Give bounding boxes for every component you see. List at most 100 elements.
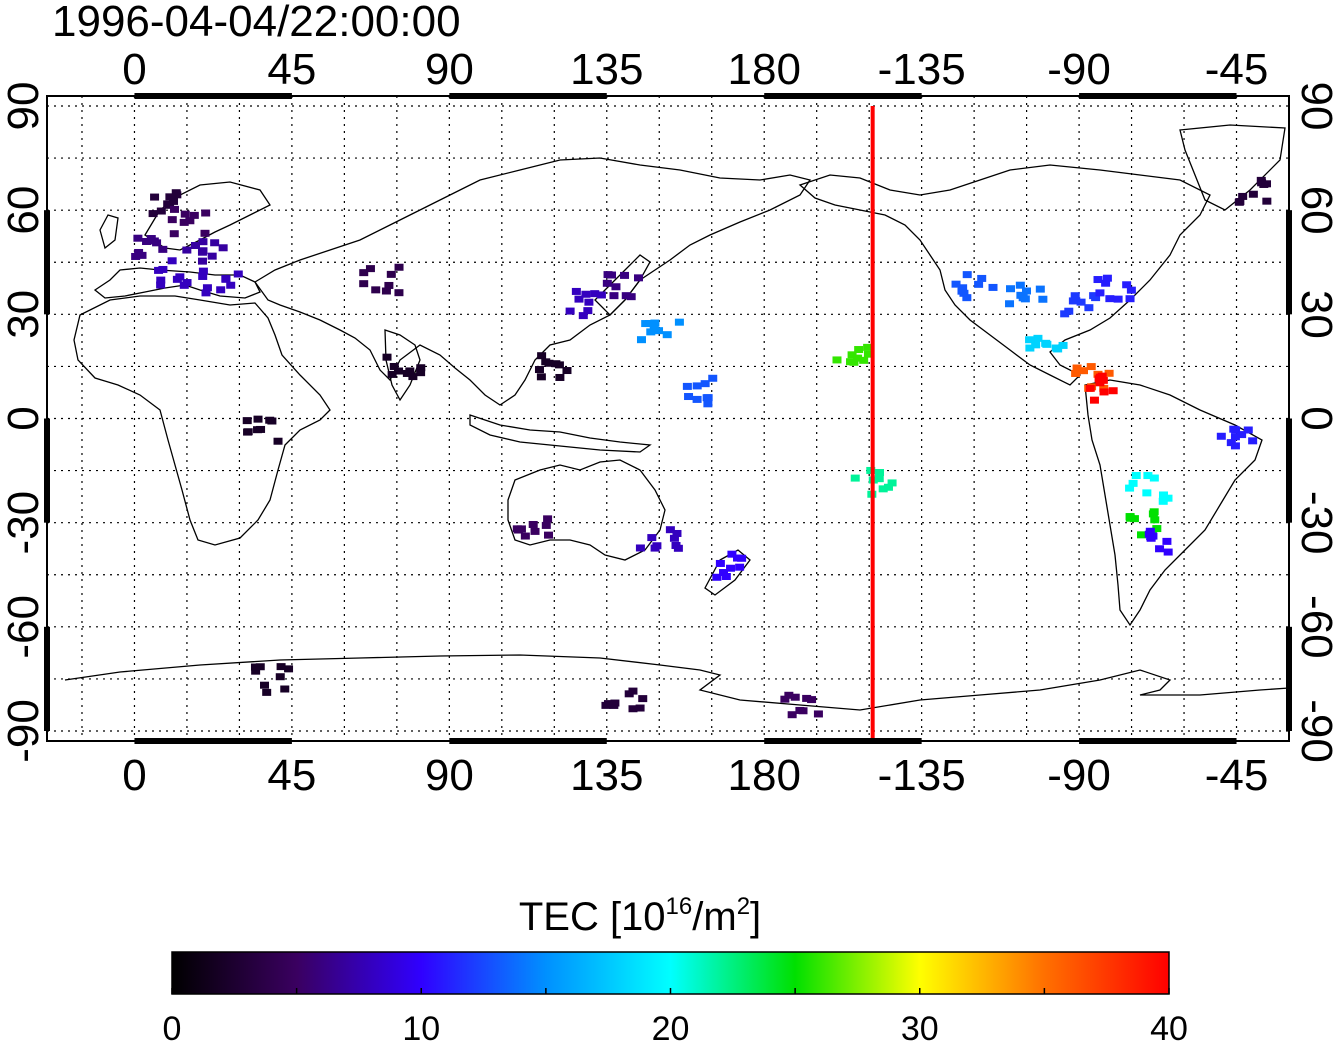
lat-label-right: 30	[1292, 290, 1340, 339]
colorbar	[171, 951, 1170, 995]
tec-observation-mark	[233, 270, 243, 278]
tec-observation-mark	[201, 209, 211, 217]
lon-label-top: 180	[728, 45, 801, 94]
tec-observation-mark	[703, 394, 713, 402]
coastline-europe	[93, 267, 261, 299]
lat-label-right: 90	[1292, 82, 1340, 131]
tec-observation-mark	[371, 286, 381, 294]
tec-observation-mark	[798, 707, 808, 715]
tec-observation-mark	[1102, 274, 1112, 282]
tec-observation-mark	[182, 279, 192, 287]
tec-observation-mark	[849, 358, 859, 366]
colorbar-title-unit: /m	[692, 895, 736, 939]
lat-label-right: -30	[1292, 491, 1340, 555]
tec-observation-mark	[182, 246, 192, 254]
tec-observation-mark	[726, 564, 736, 572]
tec-observation-mark	[1108, 387, 1118, 395]
tec-observation-mark	[636, 336, 646, 344]
tec-observation-mark	[513, 526, 523, 534]
tec-observation-mark	[1162, 537, 1172, 545]
tec-observation-mark	[565, 307, 575, 315]
frame-bar-top	[764, 93, 922, 99]
tec-observation-mark	[654, 327, 664, 335]
tec-observation-mark	[1155, 545, 1165, 553]
coastline-britain	[99, 214, 119, 250]
tec-observation-mark	[684, 393, 694, 401]
lat-lon-grid	[47, 96, 1289, 741]
tec-observation-mark	[671, 541, 681, 549]
colorbar-labels: 0 10 20 30 40	[163, 1010, 1188, 1042]
tec-observation-mark	[172, 275, 182, 283]
colorbar-label: 10	[402, 1010, 440, 1042]
tec-observation-mark	[1093, 276, 1103, 284]
tec-observation-mark	[1125, 484, 1135, 492]
tec-observation-mark	[169, 197, 179, 205]
tec-observation-mark	[859, 356, 869, 364]
tec-observation-mark	[1131, 472, 1141, 480]
tec-observation-mark	[610, 699, 620, 707]
tec-observation-mark	[1076, 298, 1086, 306]
tec-observation-mark	[1163, 548, 1173, 556]
tec-observation-mark	[1262, 197, 1272, 205]
tec-observation-mark	[1113, 295, 1123, 303]
tec-observation-mark	[847, 351, 857, 359]
tec-observation-mark	[210, 239, 220, 247]
tec-observation-mark	[150, 193, 160, 201]
colorbar-title: TEC [1016/m2]	[519, 893, 761, 939]
tec-observation-mark	[596, 291, 606, 299]
tec-observation-mark	[218, 244, 228, 252]
tec-observation-mark	[1025, 344, 1035, 352]
tec-observation-mark	[185, 217, 195, 225]
tec-observation-mark	[669, 534, 679, 542]
tec-observation-mark	[1053, 345, 1063, 353]
map-frame-ticks	[44, 93, 1292, 744]
tec-observation-mark	[635, 544, 645, 552]
tec-observation-mark	[198, 267, 208, 275]
coastlines	[64, 124, 1290, 711]
tec-observation-mark	[198, 238, 208, 246]
tec-observation-mark	[584, 298, 594, 306]
lon-label-bottom: 180	[728, 751, 801, 800]
tec-observation-mark	[647, 534, 657, 542]
frame-bar-top	[1079, 93, 1237, 99]
tec-observation-mark	[1020, 295, 1030, 303]
tec-observation-mark	[543, 515, 553, 523]
tec-observations	[131, 176, 1272, 719]
lon-label-top: 45	[267, 45, 316, 94]
frame-bar-bottom	[1079, 738, 1237, 744]
tec-observation-mark	[1122, 281, 1132, 289]
tec-observation-mark	[276, 663, 286, 671]
tec-observation-mark	[275, 673, 285, 681]
tec-observation-mark	[988, 283, 998, 291]
tec-observation-mark	[590, 290, 600, 298]
tec-observation-mark	[626, 293, 636, 301]
tec-observation-mark	[662, 331, 672, 339]
tec-observation-mark	[365, 265, 375, 273]
tec-observation-mark	[251, 667, 261, 675]
tec-observation-mark	[226, 281, 236, 289]
frame-bar-bottom	[449, 738, 607, 744]
tec-observation-mark	[813, 710, 823, 718]
lon-label-bottom: 45	[267, 751, 316, 800]
tec-observation-mark	[583, 307, 593, 315]
tec-observation-mark	[180, 210, 190, 218]
lat-label-right: -60	[1292, 595, 1340, 659]
tec-observation-mark	[1041, 339, 1051, 347]
lat-label-left: -60	[0, 595, 48, 659]
lat-label-left: -90	[0, 699, 48, 763]
tec-observation-mark	[1006, 285, 1016, 293]
tec-observation-mark	[536, 373, 546, 381]
tec-observation-mark	[198, 272, 208, 280]
left-latitude-labels: 90 60 30 0 -30 -60 -90	[0, 82, 48, 763]
tec-observation-mark	[189, 211, 199, 219]
tec-observation-mark	[883, 483, 893, 491]
colorbar-title-exponent: 16	[666, 893, 693, 920]
tec-observation-mark	[216, 286, 226, 294]
tec-observation-mark	[284, 665, 294, 673]
tec-observation-mark	[578, 312, 588, 320]
frame-bar-bottom	[134, 738, 292, 744]
tec-observation-mark	[646, 328, 656, 336]
tec-observation-mark	[633, 274, 643, 282]
tec-observation-mark	[1031, 341, 1041, 349]
tec-observation-mark	[874, 475, 884, 483]
